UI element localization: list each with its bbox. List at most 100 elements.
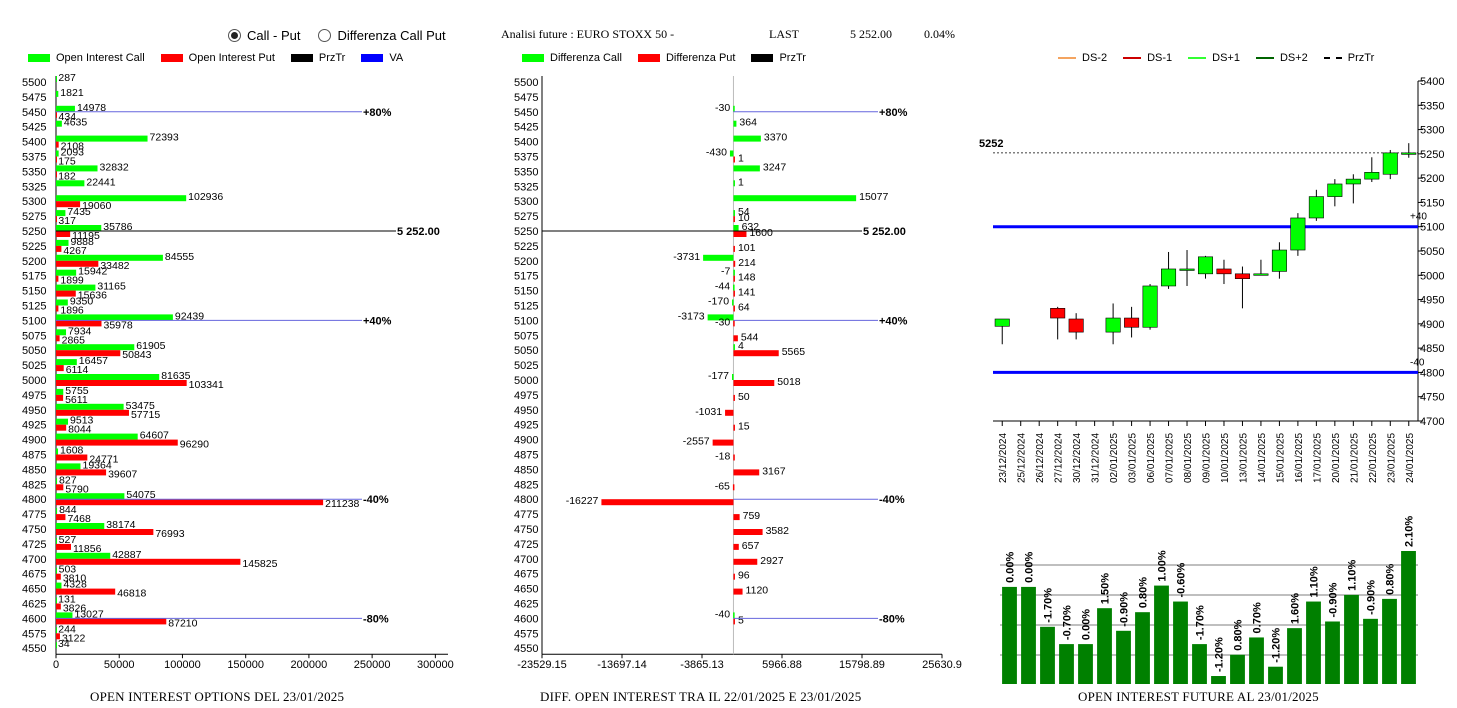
oi-call-bar [56,642,57,649]
oi-call-bar [56,195,187,202]
oi-put-value: 57715 [131,409,160,421]
diff-put-value: 96 [738,570,750,582]
diff-put-bar [733,454,735,461]
oi-call-bar [56,120,62,127]
diff-strike-label: 4900 [514,435,538,447]
fut-bar [1135,612,1150,684]
oi-put-value: 103341 [189,379,224,391]
candle-date-label: 23/01/2025 [1386,433,1397,483]
oi-call-value: 1608 [60,445,84,457]
oi-put-bar [56,141,59,148]
oi-call-bar [56,388,64,395]
radio-call-put-indicator[interactable] [228,29,241,42]
oi-call-value: 102936 [188,191,223,203]
diff-put-value: 759 [743,510,761,522]
diff-call-bar [732,374,734,380]
oi-strike-label: 4625 [22,599,46,611]
fut-bar-label: -0.90% [1328,582,1340,617]
diff-strike-label: 4650 [514,584,538,596]
diff-put-bar [733,558,758,565]
oi-strike-label: 4875 [22,450,46,462]
oi-put-bar [56,409,129,416]
diff-call-value: -7 [721,266,730,278]
oi-call-bar [56,597,57,604]
diff-call-value: 364 [739,117,757,129]
radio-call-put[interactable]: Call - Put [228,28,300,43]
oi-call-value: 61905 [136,340,165,352]
oi-strike-label: 4825 [22,479,46,491]
oi-x-tick-label: 200000 [291,659,328,671]
oi-put-bar [56,394,64,401]
oi-call-value: 54075 [126,489,155,501]
oi-call-value: 1821 [60,87,84,99]
diff-call-value: 3247 [763,161,787,173]
diff-strike-label: 4800 [514,494,538,506]
legend-ds-minus1-line [1123,57,1142,59]
oi-put-value: 145825 [242,558,277,570]
diff-x-tick-label: -13697.14 [597,659,647,671]
diff-call-value: 4 [738,340,744,352]
candle-date-label: 21/01/2025 [1349,433,1360,483]
diff-put-bar [733,424,735,431]
radio-diff-call-put[interactable]: Differenza Call Put [318,28,446,43]
diff-strike-label: 5475 [514,92,538,104]
radio-diff-call-put-label: Differenza Call Put [337,28,446,43]
diff-strike-label: 4875 [514,450,538,462]
oi-put-bar [56,335,60,342]
fut-bar [1306,601,1321,684]
candle-band-label: -40 [1410,357,1425,368]
fut-bar-label: 2.10% [1404,516,1416,547]
diff-x-tick-label: -23529.15 [517,659,567,671]
oi-strike-label: 5275 [22,211,46,223]
diff-call-bar [703,254,734,261]
fut-bar-label: -0.70% [1062,605,1074,640]
diff-strike-label: 4550 [514,643,538,655]
radio-diff-call-put-indicator[interactable] [318,29,332,42]
candle-y-tick-label: 5350 [1420,100,1444,112]
oi-strike-label: 4950 [22,405,46,417]
candle-down [1050,308,1066,319]
legend-ds-minus2-line [1058,57,1076,59]
diff-strike-label: 5175 [514,271,538,283]
oi-put-bar [56,588,116,595]
fut-bar-label: -0.90% [1119,592,1131,627]
diff-call-value: 1 [738,176,744,188]
diff-put-bar [733,529,763,535]
options-oi-chart: 5500547554505425540053755350532553005275… [22,72,454,671]
oi-put-value: 33482 [100,260,129,272]
oi-strike-label: 4775 [22,509,46,521]
oi-put-value: 11195 [72,230,100,242]
diff-call-value: -44 [715,281,730,293]
oi-call-bar [56,269,77,276]
oi-call-bar [56,239,69,246]
oi-call-value: 503 [59,564,77,576]
oi-put-value: 1899 [60,275,84,287]
diff-put-bar [732,484,735,491]
diff-ref-label: +80% [879,107,908,119]
candle-up [1382,152,1398,175]
legend-oi-put-label: Open Interest Put [188,52,275,64]
candle-up [1253,273,1269,276]
diff-put-value: -30 [715,316,730,328]
oi-put-value: 4267 [63,245,87,257]
diff-strike-label: 4825 [514,479,538,491]
diff-put-bar [733,543,739,550]
fut-bar-label: -1.20% [1214,637,1226,672]
legend-oi-call-swatch [28,54,50,62]
diff-ref-label: -40% [879,494,905,506]
diff-strike-label: 5150 [514,286,538,298]
fut-bar [1078,644,1093,684]
candle-y-tick-label: 5200 [1420,173,1444,185]
oi-put-value: 19060 [82,200,111,212]
oi-put-bar [56,499,324,506]
diff-put-value: -18 [715,451,730,463]
candle-up [1308,196,1324,219]
options-legend: Open Interest Call Open Interest Put Prz… [28,52,419,64]
diff-call-bar [733,284,735,291]
oi-call-value: 9513 [70,415,94,427]
legend-przt-dashed-line [1323,57,1342,59]
oi-put-value: 76993 [155,528,184,540]
oi-call-value: 16457 [79,355,108,367]
oi-x-tick-label: 300000 [417,659,454,671]
diff-put-value: 101 [738,242,756,254]
